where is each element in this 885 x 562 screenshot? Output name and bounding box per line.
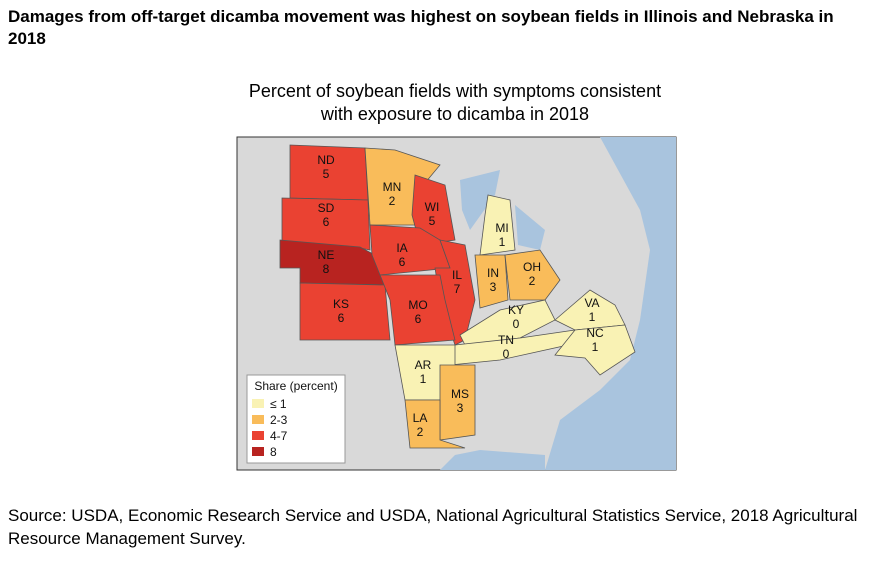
map-subtitle: Percent of soybean fields with symptoms … (248, 81, 662, 124)
state (554, 324, 636, 376)
state-value: 5 (323, 167, 330, 181)
state-abbr: WI (425, 200, 440, 214)
legend-swatch (252, 431, 264, 440)
state-value: 2 (529, 274, 536, 288)
state-abbr: IL (452, 268, 462, 282)
state-abbr: KS (333, 297, 349, 311)
state-abbr: ND (317, 153, 335, 167)
state-value: 1 (420, 372, 427, 386)
state (299, 282, 391, 341)
legend-label: 2-3 (270, 413, 288, 427)
state-abbr: MS (451, 387, 469, 401)
ocean (545, 137, 676, 470)
state-value: 6 (323, 215, 330, 229)
title: Damages from off-target dicamba movement… (8, 7, 834, 48)
state-value: 1 (499, 235, 506, 249)
state-abbr: MO (408, 298, 427, 312)
state-value: 3 (457, 401, 464, 415)
state-value: 2 (417, 425, 424, 439)
lake (460, 170, 500, 230)
legend-swatch (252, 415, 264, 424)
state-abbr: VA (584, 296, 599, 310)
state-abbr: NC (586, 326, 604, 340)
legend-swatch (252, 399, 264, 408)
state-value: 3 (490, 280, 497, 294)
state-abbr: IA (396, 241, 407, 255)
state (281, 197, 371, 251)
state-value: 5 (429, 214, 436, 228)
state-abbr: MI (495, 221, 508, 235)
state (404, 399, 466, 449)
state-abbr: OH (523, 260, 541, 274)
legend-label: 8 (270, 445, 277, 459)
state-value: 1 (589, 310, 596, 324)
state (554, 289, 626, 331)
state-value: 6 (415, 312, 422, 326)
state (479, 194, 516, 256)
state (474, 254, 509, 309)
state-value: 2 (389, 194, 396, 208)
state-abbr: TN (498, 333, 514, 347)
legend-swatch (252, 447, 264, 456)
legend-label: 4-7 (270, 429, 288, 443)
state-abbr: SD (318, 201, 335, 215)
state-abbr: LA (413, 411, 428, 425)
state-abbr: IN (487, 266, 499, 280)
state-value: 7 (454, 282, 461, 296)
state-abbr: MN (383, 180, 402, 194)
gulf (440, 450, 545, 470)
state (504, 249, 561, 301)
state-value: 8 (323, 262, 330, 276)
state-value: 0 (513, 317, 520, 331)
state-abbr: AR (415, 358, 432, 372)
state-abbr: NE (318, 248, 335, 262)
source: Source: USDA, Economic Research Service … (8, 506, 858, 548)
legend-title: Share (percent) (254, 379, 337, 393)
state (379, 274, 456, 346)
lake (515, 205, 545, 250)
state-value: 6 (399, 255, 406, 269)
state-value: 0 (503, 347, 510, 361)
legend-label: ≤ 1 (270, 397, 287, 411)
state-value: 6 (338, 311, 345, 325)
state-value: 1 (592, 340, 599, 354)
state-abbr: KY (508, 303, 524, 317)
